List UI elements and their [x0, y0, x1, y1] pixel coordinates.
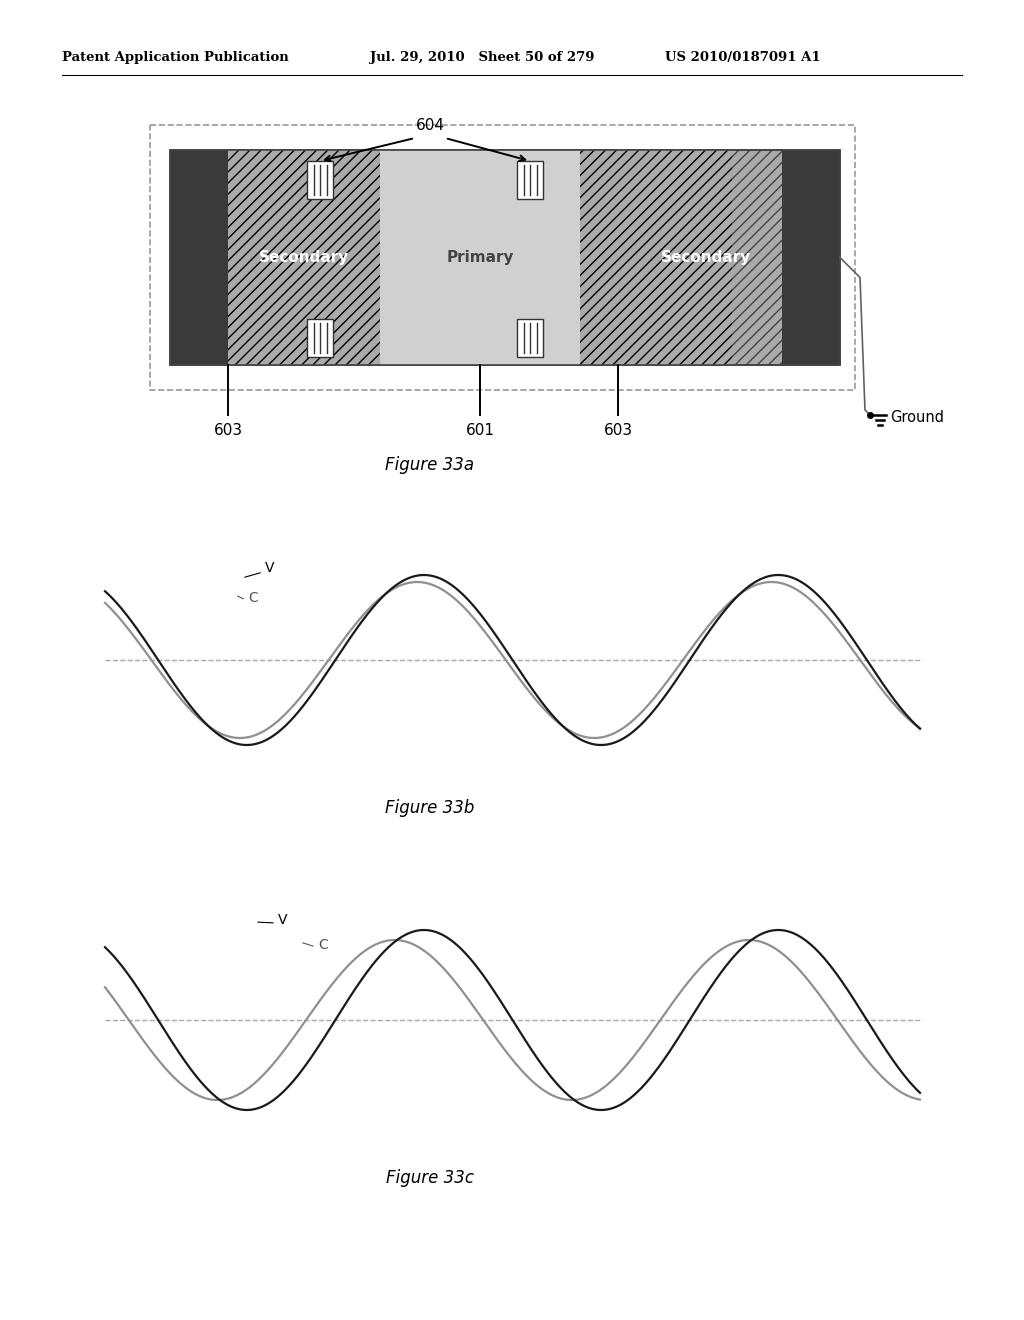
Text: C: C — [248, 591, 258, 605]
Text: Figure 33c: Figure 33c — [386, 1170, 474, 1187]
Text: Patent Application Publication: Patent Application Publication — [62, 51, 289, 65]
Text: Secondary: Secondary — [259, 249, 349, 265]
Bar — [782, 150, 840, 366]
Bar — [150, 125, 855, 389]
Text: V: V — [265, 561, 274, 576]
Bar — [170, 150, 840, 366]
Text: Primary: Primary — [446, 249, 514, 265]
Text: Jul. 29, 2010   Sheet 50 of 279: Jul. 29, 2010 Sheet 50 of 279 — [370, 51, 595, 65]
Bar — [307, 319, 333, 356]
Text: US 2010/0187091 A1: US 2010/0187091 A1 — [665, 51, 820, 65]
Text: 603: 603 — [213, 422, 243, 438]
Bar — [170, 150, 228, 366]
Bar — [380, 150, 580, 366]
Text: 603: 603 — [603, 422, 633, 438]
Text: 604: 604 — [416, 117, 444, 133]
Bar — [517, 319, 543, 356]
Text: Secondary: Secondary — [660, 249, 752, 265]
Text: Ground: Ground — [890, 409, 944, 425]
Bar — [170, 150, 840, 366]
Text: Figure 33b: Figure 33b — [385, 799, 475, 817]
Bar — [307, 161, 333, 199]
Text: C: C — [318, 939, 328, 952]
Text: 601: 601 — [466, 422, 495, 438]
Text: V: V — [278, 913, 288, 927]
Bar — [517, 161, 543, 199]
Bar — [228, 150, 380, 366]
Bar — [580, 150, 732, 366]
Text: Figure 33a: Figure 33a — [385, 455, 474, 474]
